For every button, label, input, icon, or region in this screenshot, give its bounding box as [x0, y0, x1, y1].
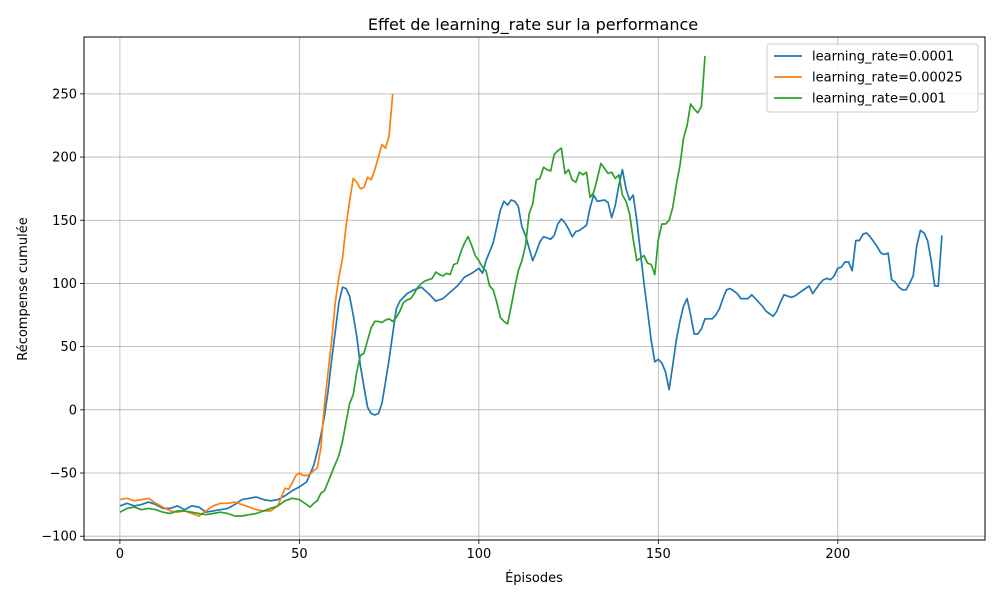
- y-tick-label: 150: [52, 214, 77, 229]
- legend-label-0: learning_rate=0.0001: [812, 50, 954, 65]
- x-tick-label: 50: [291, 547, 308, 562]
- legend-label-1: learning_rate=0.00025: [812, 71, 963, 86]
- tick-layer: 0 50 100 150 200 −100 −50 0 50 100 150 200 250: [41, 87, 850, 562]
- y-tick-label: 250: [52, 87, 77, 102]
- x-tick-label: 0: [116, 547, 124, 562]
- plot-frame: [83, 36, 986, 541]
- x-axis-label: Épisodes: [505, 570, 563, 586]
- y-tick-label: −50: [50, 467, 77, 482]
- series-layer: [119, 55, 943, 517]
- y-tick-label: 0: [69, 403, 77, 418]
- y-tick-label: 50: [60, 340, 77, 355]
- x-tick-label: 150: [646, 547, 671, 562]
- x-tick-label: 100: [466, 547, 491, 562]
- y-tick-label: 100: [52, 277, 77, 292]
- y-tick-label: 200: [52, 151, 77, 166]
- series-line-0: [119, 168, 943, 514]
- legend: learning_rate=0.0001 learning_rate=0.0002…: [766, 43, 979, 113]
- x-tick-label: 200: [825, 547, 850, 562]
- chart-title: Effet de learning_rate sur la performanc…: [368, 15, 698, 35]
- legend-box: [766, 43, 979, 113]
- y-axis-label: Récompense cumulée: [16, 217, 31, 361]
- series-line-2: [119, 55, 706, 517]
- y-tick-label: −100: [41, 530, 77, 545]
- legend-label-2: learning_rate=0.001: [812, 92, 946, 107]
